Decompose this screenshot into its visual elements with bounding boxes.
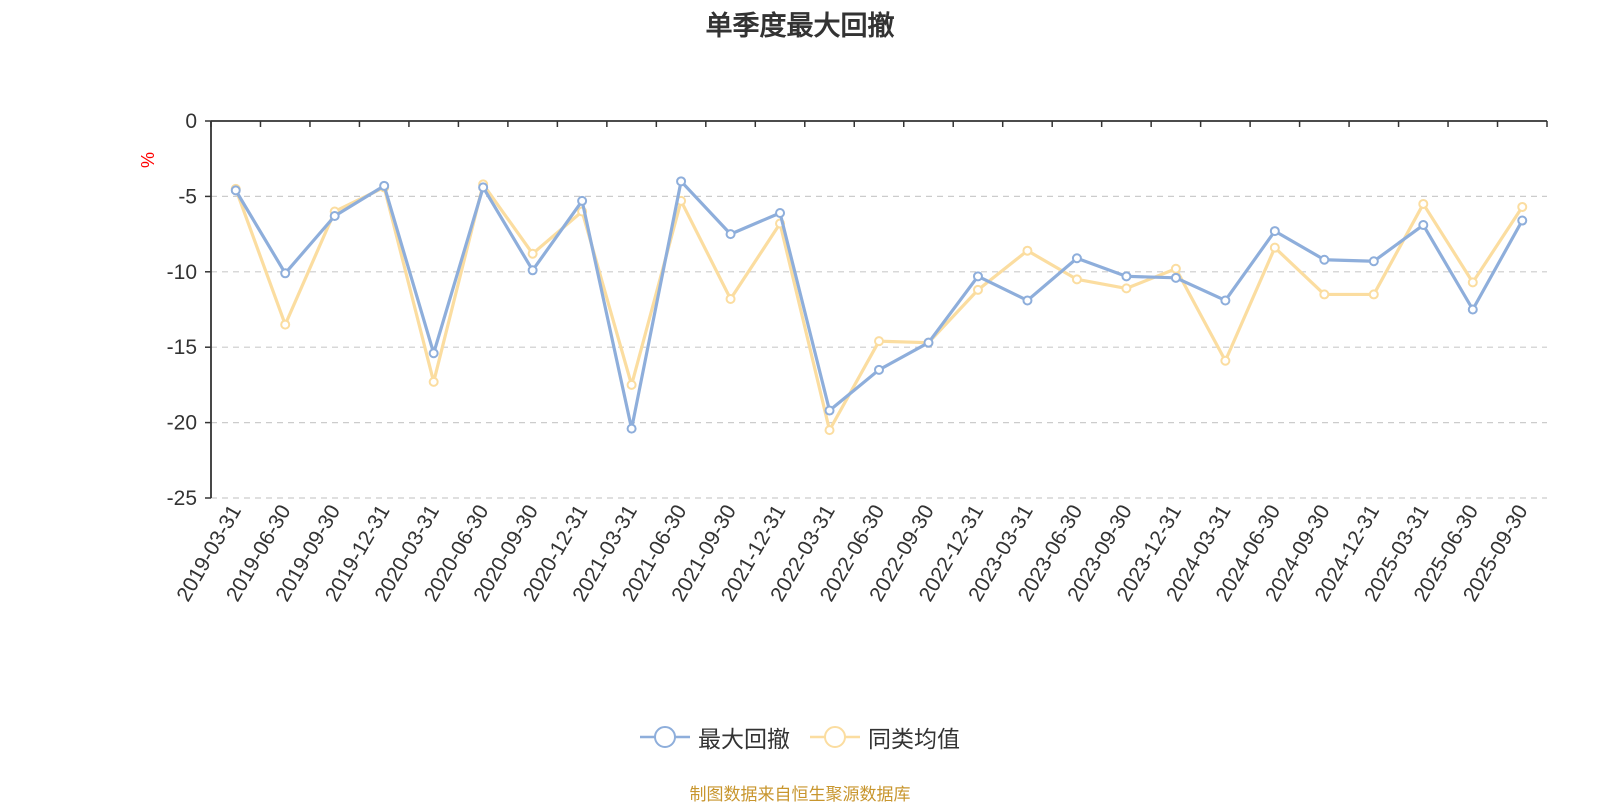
- series-line-max-drawdown: [234, 179, 1524, 431]
- data-point-peer-average[interactable]: [1220, 355, 1231, 366]
- legend-item-peer-average[interactable]: 同类均值: [810, 720, 960, 754]
- legend-item-max-drawdown[interactable]: 最大回撤: [640, 720, 790, 754]
- data-point-max-drawdown[interactable]: [1121, 271, 1132, 282]
- data-point-max-drawdown[interactable]: [1467, 304, 1478, 315]
- data-point-max-drawdown[interactable]: [1517, 215, 1528, 226]
- data-point-peer-average[interactable]: [428, 376, 439, 387]
- data-point-max-drawdown[interactable]: [972, 271, 983, 282]
- data-point-max-drawdown[interactable]: [775, 207, 786, 218]
- y-axis-label: %: [138, 152, 158, 168]
- legend-label-peer-average: 同类均值: [868, 727, 960, 753]
- data-point-peer-average[interactable]: [824, 425, 835, 436]
- data-point-max-drawdown[interactable]: [923, 337, 934, 348]
- data-point-peer-average[interactable]: [1368, 289, 1379, 300]
- y-tick-label: -5: [178, 185, 197, 208]
- grid-layer: [211, 195, 1547, 499]
- data-point-max-drawdown[interactable]: [527, 265, 538, 276]
- axis-layer: 0-5-10-15-20-252019-03-312019-06-302019-…: [167, 110, 1548, 606]
- legend-label-max-drawdown: 最大回撤: [698, 727, 790, 753]
- data-point-max-drawdown[interactable]: [874, 364, 884, 375]
- data-point-max-drawdown[interactable]: [230, 185, 241, 196]
- data-point-max-drawdown[interactable]: [1022, 295, 1033, 306]
- y-tick-label: -10: [167, 261, 197, 284]
- data-point-max-drawdown[interactable]: [1220, 295, 1231, 306]
- y-tick-label: -15: [167, 336, 197, 359]
- data-point-peer-average[interactable]: [1121, 283, 1132, 294]
- y-tick-label: -20: [167, 412, 197, 435]
- legend-marker-max-drawdown: [640, 726, 690, 748]
- legend-marker-peer-average: [810, 726, 860, 748]
- data-point-max-drawdown[interactable]: [1368, 256, 1379, 267]
- source-note: 制图数据来自恒生聚源数据库: [689, 785, 911, 805]
- data-point-max-drawdown[interactable]: [1269, 226, 1280, 237]
- y-tick-label: 0: [185, 110, 197, 133]
- data-point-peer-average[interactable]: [1269, 242, 1280, 253]
- data-point-peer-average[interactable]: [1418, 198, 1429, 209]
- legend: 最大回撤 同类均值: [0, 720, 1600, 754]
- series-layer: [230, 176, 1528, 436]
- data-point-max-drawdown[interactable]: [1418, 220, 1429, 231]
- series-line-peer-average: [234, 182, 1524, 432]
- data-point-peer-average[interactable]: [527, 248, 538, 259]
- data-point-max-drawdown[interactable]: [379, 180, 390, 191]
- data-point-peer-average[interactable]: [1467, 277, 1478, 288]
- data-point-peer-average[interactable]: [725, 293, 736, 304]
- data-point-max-drawdown[interactable]: [626, 423, 637, 434]
- data-point-max-drawdown[interactable]: [1071, 253, 1082, 264]
- data-point-max-drawdown[interactable]: [577, 195, 588, 206]
- data-point-peer-average[interactable]: [1170, 263, 1181, 274]
- data-point-max-drawdown[interactable]: [824, 405, 835, 416]
- data-point-peer-average[interactable]: [1319, 289, 1330, 300]
- data-point-peer-average[interactable]: [874, 336, 884, 347]
- data-point-max-drawdown[interactable]: [478, 182, 489, 193]
- data-point-max-drawdown[interactable]: [329, 211, 340, 222]
- data-point-peer-average[interactable]: [626, 379, 637, 390]
- data-point-max-drawdown[interactable]: [1170, 272, 1181, 283]
- data-point-max-drawdown[interactable]: [1319, 254, 1330, 265]
- data-point-max-drawdown[interactable]: [676, 176, 687, 187]
- data-point-peer-average[interactable]: [972, 284, 983, 295]
- data-point-max-drawdown[interactable]: [725, 229, 736, 240]
- data-point-max-drawdown[interactable]: [280, 268, 291, 279]
- chart-title: 单季度最大回撤: [705, 11, 895, 42]
- data-point-peer-average[interactable]: [1022, 245, 1033, 256]
- data-point-peer-average[interactable]: [1517, 201, 1528, 212]
- data-point-peer-average[interactable]: [280, 319, 291, 330]
- data-point-peer-average[interactable]: [1071, 274, 1082, 285]
- data-point-max-drawdown[interactable]: [428, 348, 439, 359]
- y-tick-label: -25: [167, 487, 197, 510]
